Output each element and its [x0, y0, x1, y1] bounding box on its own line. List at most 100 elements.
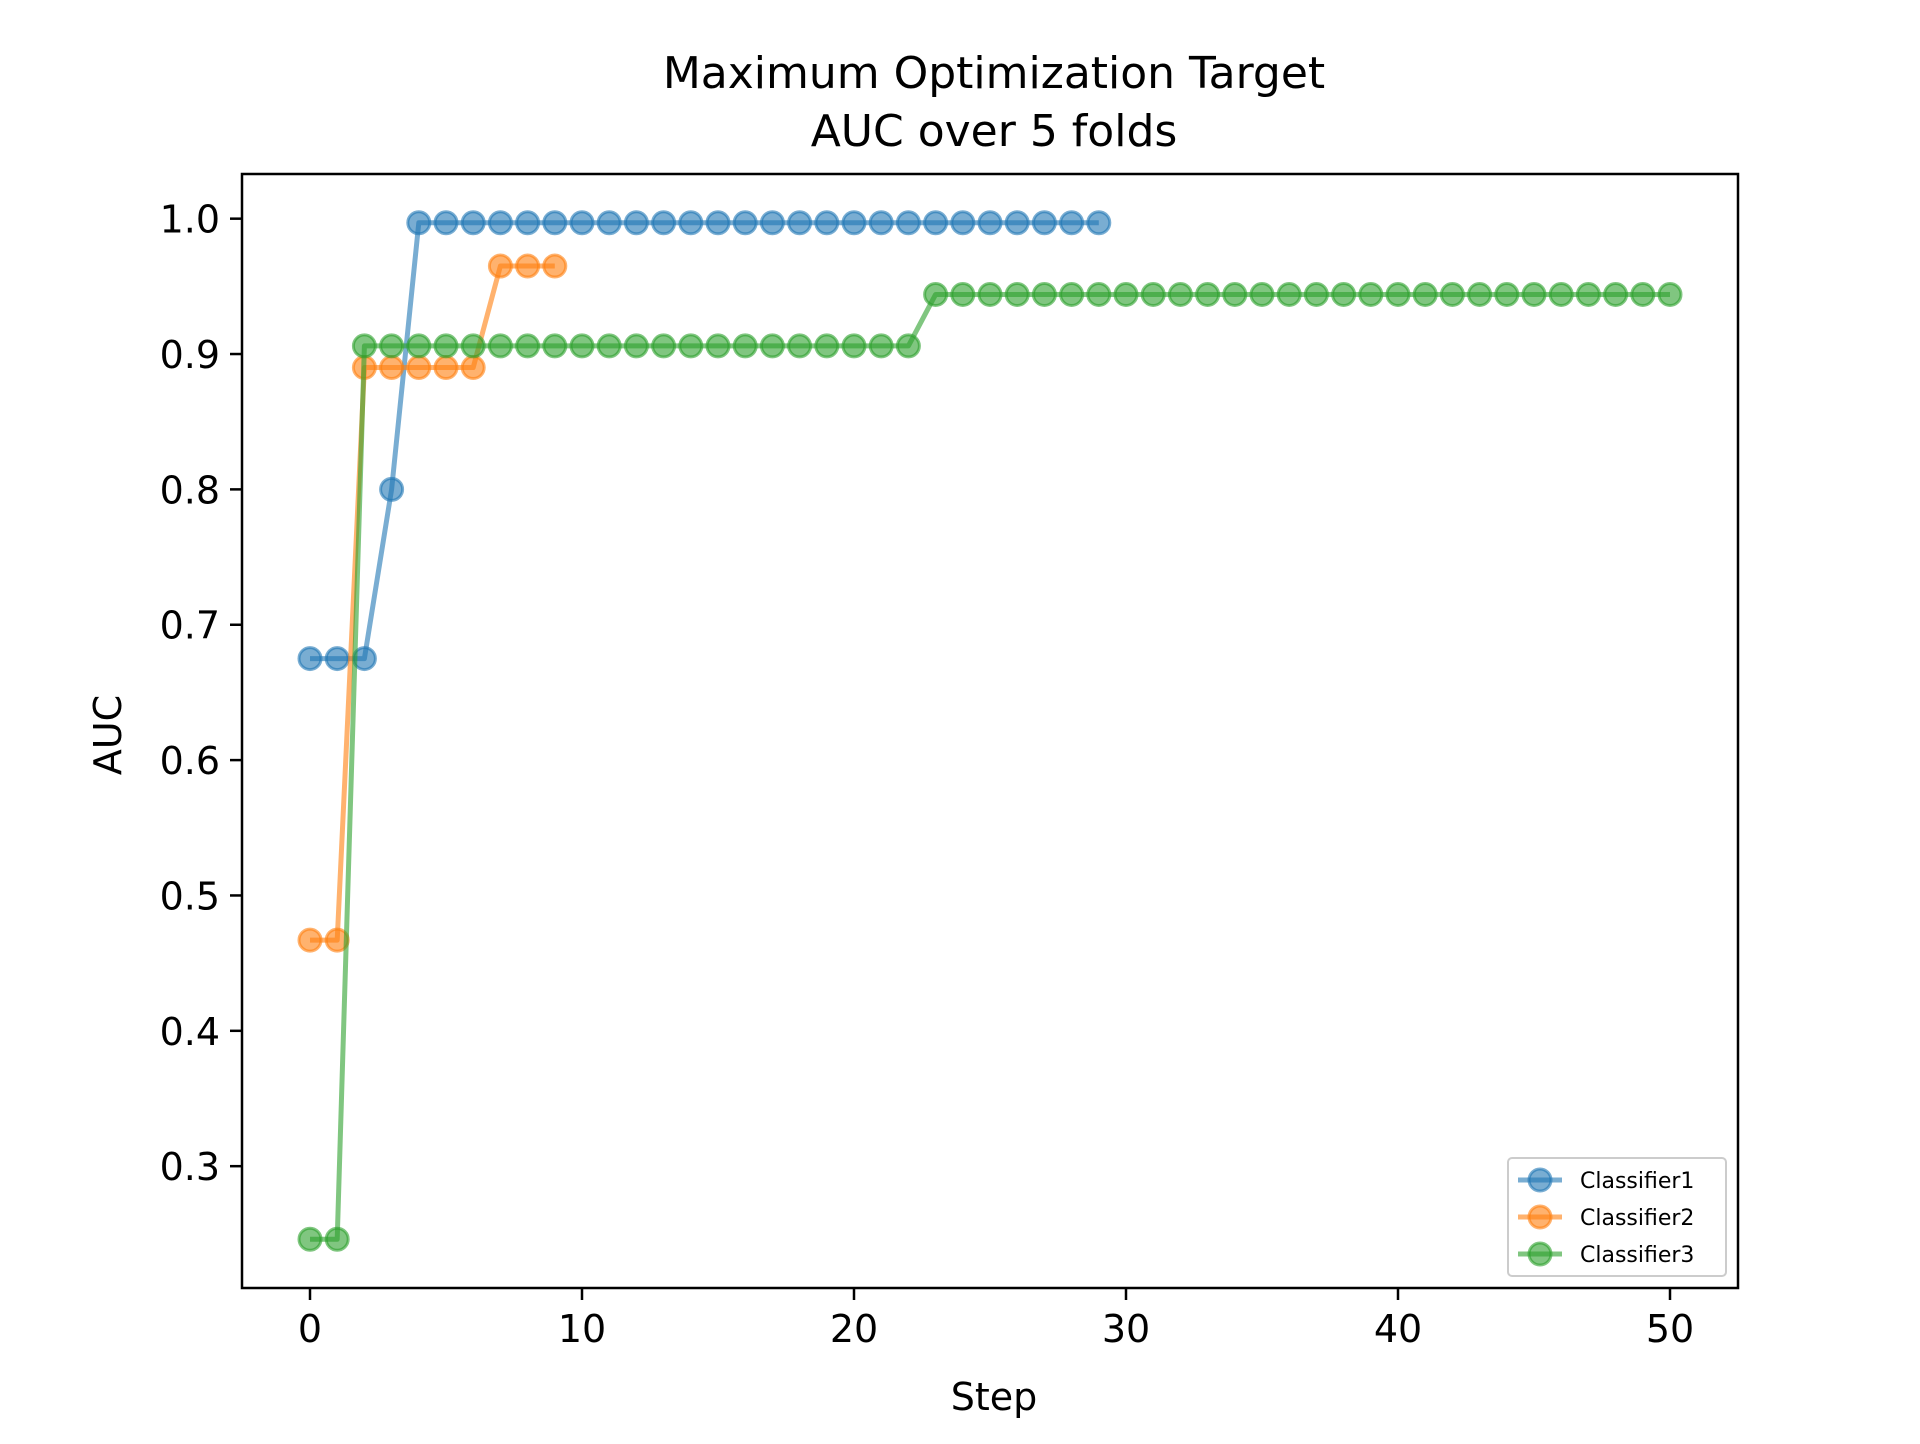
legend-label: Classifier3 — [1580, 1243, 1694, 1268]
data-point-Classifier2-9 — [542, 253, 568, 279]
data-point-Classifier3-17 — [759, 333, 785, 359]
data-point-Classifier3-42 — [1439, 281, 1465, 307]
data-point-Classifier3-18 — [787, 333, 813, 359]
data-point-Classifier1-11 — [596, 210, 622, 236]
plot-frame — [240, 172, 1740, 1290]
data-point-Classifier3-45 — [1521, 281, 1547, 307]
data-point-Classifier3-49 — [1630, 281, 1656, 307]
data-point-Classifier1-24 — [950, 210, 976, 236]
data-point-Classifier1-19 — [814, 210, 840, 236]
data-point-Classifier3-39 — [1358, 281, 1384, 307]
data-point-Classifier3-38 — [1331, 281, 1357, 307]
legend-item-Classifier2: Classifier2 — [1518, 1204, 1694, 1231]
series-Classifier2 — [297, 253, 568, 953]
data-point-Classifier3-44 — [1494, 281, 1520, 307]
y-tick-label: 1.0 — [160, 198, 220, 242]
series-Classifier3 — [297, 281, 1683, 1252]
data-point-Classifier3-41 — [1412, 281, 1438, 307]
y-tick-label: 0.9 — [160, 333, 220, 377]
data-point-Classifier1-12 — [623, 210, 649, 236]
data-point-Classifier1-15 — [705, 210, 731, 236]
data-point-Classifier3-23 — [923, 281, 949, 307]
data-point-Classifier3-5 — [433, 333, 459, 359]
x-tick-label: 20 — [830, 1307, 878, 1351]
data-point-Classifier3-27 — [1031, 281, 1057, 307]
data-point-Classifier1-18 — [787, 210, 813, 236]
data-point-Classifier1-29 — [1086, 210, 1112, 236]
data-point-Classifier3-12 — [623, 333, 649, 359]
chart-title-line1: Maximum Optimization Target — [663, 48, 1325, 99]
y-tick-label: 0.7 — [160, 604, 220, 648]
data-point-Classifier3-15 — [705, 333, 731, 359]
y-tick-label: 0.6 — [160, 739, 220, 783]
data-point-Classifier1-10 — [569, 210, 595, 236]
data-point-Classifier1-13 — [651, 210, 677, 236]
x-tick-label: 50 — [1646, 1307, 1694, 1351]
data-point-Classifier3-28 — [1059, 281, 1085, 307]
data-point-Classifier3-14 — [678, 333, 704, 359]
data-point-Classifier3-33 — [1195, 281, 1221, 307]
data-point-Classifier3-48 — [1603, 281, 1629, 307]
data-point-Classifier3-37 — [1303, 281, 1329, 307]
data-point-Classifier1-0 — [297, 646, 323, 672]
legend-swatch-marker — [1527, 1241, 1553, 1267]
data-point-Classifier1-5 — [433, 210, 459, 236]
data-point-Classifier1-4 — [406, 210, 432, 236]
data-point-Classifier3-43 — [1467, 281, 1493, 307]
legend-swatch-marker — [1527, 1167, 1553, 1193]
data-point-Classifier1-22 — [895, 210, 921, 236]
data-point-Classifier1-7 — [487, 210, 513, 236]
series-Classifier1 — [297, 210, 1112, 672]
data-point-Classifier3-2 — [351, 333, 377, 359]
data-point-Classifier3-3 — [379, 333, 405, 359]
y-tick-label: 0.8 — [160, 468, 220, 512]
legend-item-Classifier1: Classifier1 — [1518, 1167, 1694, 1194]
y-tick-label: 0.3 — [160, 1145, 220, 1189]
data-point-Classifier3-35 — [1249, 281, 1275, 307]
data-point-Classifier3-16 — [732, 333, 758, 359]
data-point-Classifier2-4 — [406, 355, 432, 381]
data-point-Classifier3-47 — [1575, 281, 1601, 307]
legend-swatch-marker — [1527, 1204, 1553, 1230]
data-point-Classifier2-7 — [487, 253, 513, 279]
legend-box — [1507, 1157, 1727, 1277]
data-point-Classifier1-25 — [977, 210, 1003, 236]
data-point-Classifier1-27 — [1031, 210, 1057, 236]
data-point-Classifier1-21 — [868, 210, 894, 236]
data-point-Classifier3-25 — [977, 281, 1003, 307]
data-point-Classifier3-0 — [297, 1226, 323, 1252]
data-point-Classifier3-22 — [895, 333, 921, 359]
legend-label: Classifier1 — [1580, 1169, 1694, 1194]
data-point-Classifier3-46 — [1548, 281, 1574, 307]
y-tick-label: 0.4 — [160, 1010, 220, 1054]
data-point-Classifier2-5 — [433, 355, 459, 381]
data-point-Classifier3-11 — [596, 333, 622, 359]
data-point-Classifier3-24 — [950, 281, 976, 307]
data-point-Classifier3-36 — [1276, 281, 1302, 307]
data-point-Classifier3-9 — [542, 333, 568, 359]
x-tick-label: 30 — [1102, 1307, 1150, 1351]
legend-item-Classifier3: Classifier3 — [1518, 1241, 1694, 1268]
data-point-Classifier1-20 — [841, 210, 867, 236]
data-point-Classifier3-7 — [487, 333, 513, 359]
data-point-Classifier3-20 — [841, 333, 867, 359]
data-point-Classifier3-30 — [1113, 281, 1139, 307]
x-tick-label: 0 — [298, 1307, 322, 1351]
data-point-Classifier1-6 — [460, 210, 486, 236]
data-point-Classifier3-31 — [1140, 281, 1166, 307]
data-point-Classifier3-8 — [515, 333, 541, 359]
data-point-Classifier3-32 — [1167, 281, 1193, 307]
data-point-Classifier3-13 — [651, 333, 677, 359]
y-tick-label: 0.5 — [160, 874, 220, 918]
data-point-Classifier2-0 — [297, 927, 323, 953]
data-point-Classifier1-28 — [1059, 210, 1085, 236]
data-point-Classifier1-16 — [732, 210, 758, 236]
data-point-Classifier1-14 — [678, 210, 704, 236]
data-point-Classifier1-1 — [324, 646, 350, 672]
data-point-Classifier1-26 — [1004, 210, 1030, 236]
data-point-Classifier3-4 — [406, 333, 432, 359]
x-tick-label: 40 — [1374, 1307, 1422, 1351]
data-point-Classifier3-26 — [1004, 281, 1030, 307]
chart-title-line2: AUC over 5 folds — [811, 106, 1178, 157]
